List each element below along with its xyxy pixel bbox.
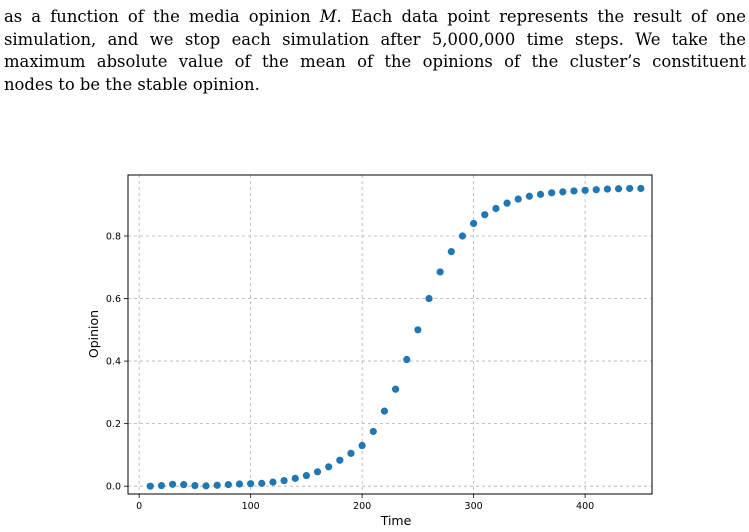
paragraph-line-2: simulation, and we stop each simulation … — [4, 29, 746, 49]
data-point — [458, 232, 467, 240]
data-point — [603, 185, 612, 193]
plot-frame — [127, 174, 653, 495]
paragraph-line-1-start: as a function of the media opinion — [4, 7, 320, 26]
data-point — [347, 449, 355, 457]
paragraph-line-4: nodes to be the stable opinion. — [4, 74, 260, 94]
x-tick-label: 300 — [465, 501, 483, 512]
math-symbol-M: M — [319, 7, 337, 26]
data-point — [514, 195, 522, 203]
data-point — [492, 204, 500, 213]
paragraph-line-3: maximum absolute value of the mean of th… — [4, 52, 746, 71]
data-point — [403, 355, 411, 364]
data-point — [414, 326, 422, 334]
data-point — [581, 186, 589, 194]
data-point — [391, 385, 400, 393]
data-point — [358, 441, 366, 450]
body-paragraph: as a function of the media opinion M. Ea… — [4, 6, 746, 96]
data-point — [202, 482, 210, 490]
data-point — [369, 427, 377, 436]
data-point — [592, 186, 600, 194]
data-point — [302, 471, 310, 480]
y-tick-label: 0.6 — [106, 294, 121, 305]
x-tick-label: 100 — [242, 501, 260, 512]
y-tick-label: 0.0 — [106, 482, 121, 493]
data-point — [180, 481, 188, 489]
data-point — [269, 478, 277, 486]
x-axis-label: Time — [380, 513, 412, 528]
data-point — [168, 480, 177, 488]
data-point — [380, 407, 389, 415]
data-point — [626, 184, 634, 193]
y-tick-label: 0.4 — [106, 357, 121, 368]
data-point — [481, 211, 489, 219]
x-tick-label: 400 — [576, 501, 594, 512]
data-point — [224, 481, 232, 489]
data-point — [336, 456, 344, 464]
data-point — [157, 481, 166, 490]
data-point — [280, 476, 288, 485]
data-point — [637, 184, 645, 193]
y-tick-label: 0.8 — [106, 231, 121, 242]
data-point — [235, 480, 244, 488]
data-point — [536, 190, 545, 198]
data-point — [470, 219, 478, 228]
data-point — [313, 468, 322, 476]
data-point — [559, 188, 567, 196]
y-tick-label: 0.2 — [106, 419, 121, 430]
paragraph-line-1-end: . Each data point represents the result … — [336, 7, 746, 26]
data-point — [503, 199, 511, 207]
data-point — [247, 480, 255, 488]
axis-ticks: 0 100 200 300 400 0.0 0.2 0.4 0.6 0.8 — [106, 231, 594, 512]
data-point — [570, 187, 578, 195]
data-point — [146, 482, 154, 490]
data-point — [325, 463, 333, 471]
x-tick-label: 0 — [136, 501, 142, 512]
data-point — [258, 479, 266, 487]
data-point — [191, 481, 199, 490]
paragraph-line-1: as a function of the media opinion M. Ea… — [4, 6, 746, 29]
data-point — [614, 185, 623, 193]
data-point — [291, 474, 299, 482]
data-point — [525, 192, 533, 200]
y-axis-label: Opinion — [86, 310, 101, 358]
data-point — [425, 294, 433, 303]
data-points — [146, 184, 645, 490]
x-tick-label: 200 — [353, 501, 371, 512]
grid-lines — [128, 175, 652, 494]
data-point — [213, 481, 221, 489]
data-point — [548, 189, 556, 197]
data-point — [447, 248, 455, 256]
data-point — [436, 268, 444, 276]
